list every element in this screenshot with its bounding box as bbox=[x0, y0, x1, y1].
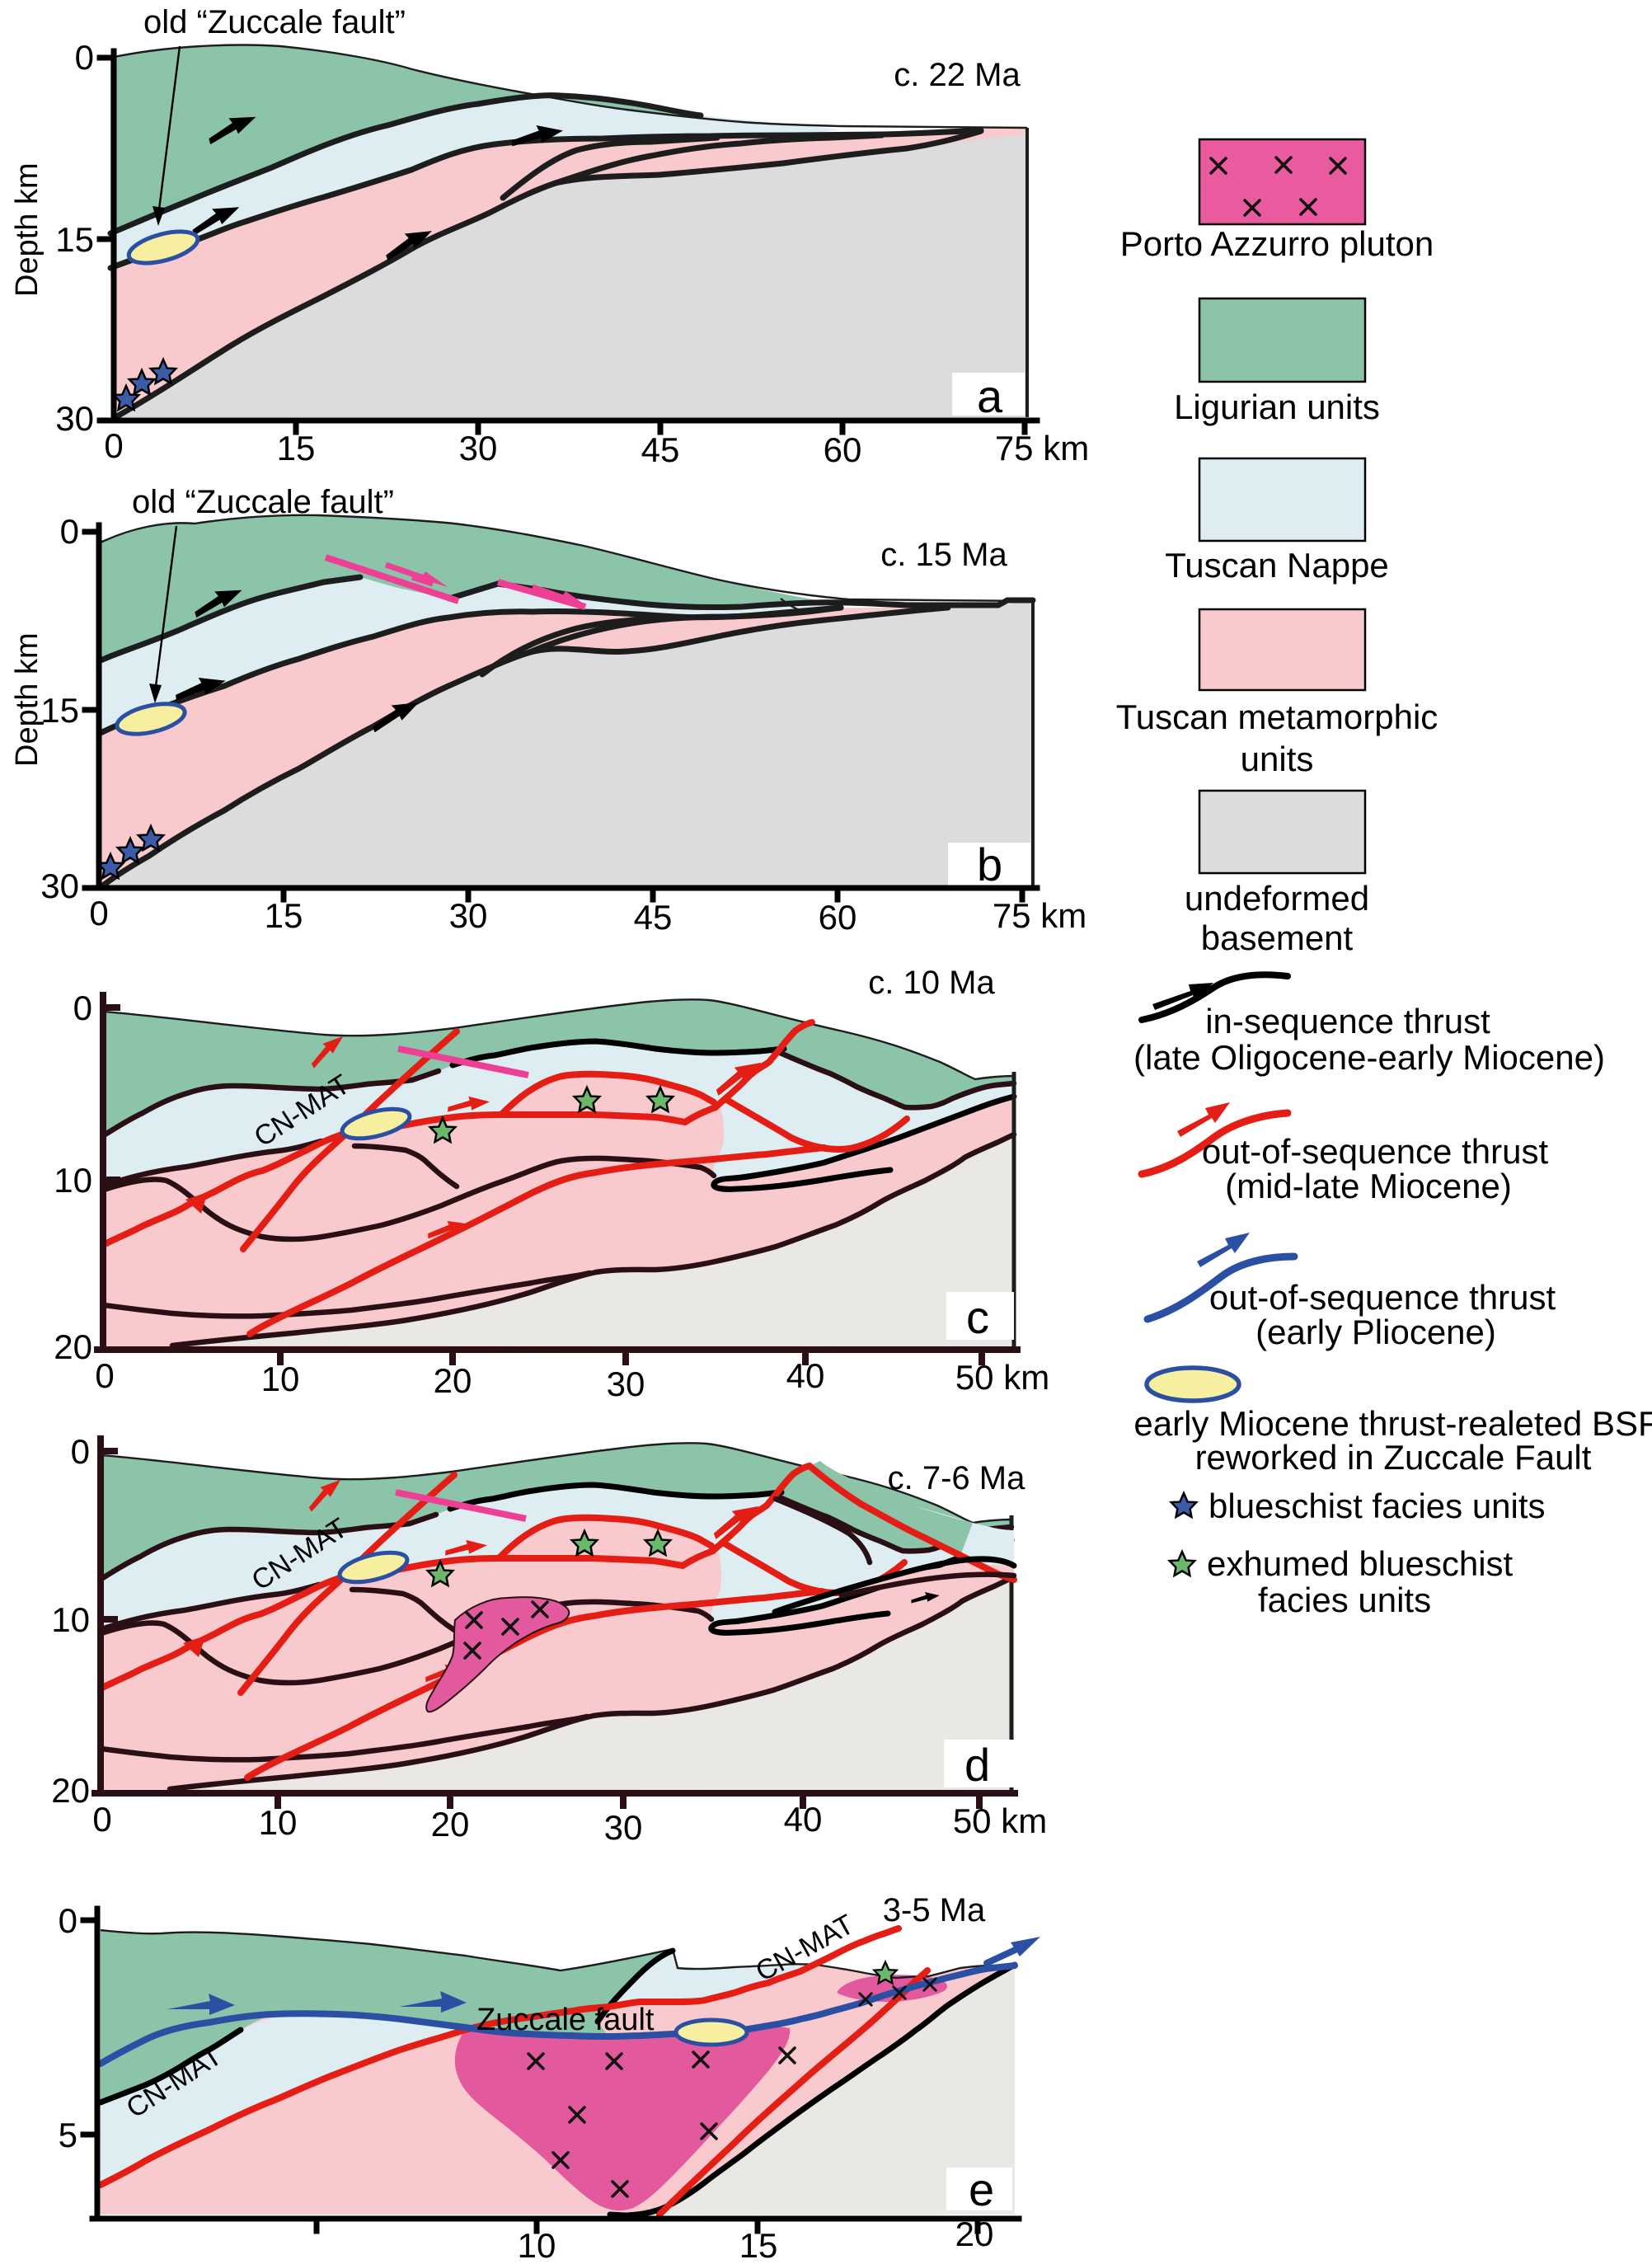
svg-text:60: 60 bbox=[819, 898, 857, 937]
svg-text:0: 0 bbox=[60, 512, 79, 551]
svg-text:60: 60 bbox=[824, 430, 862, 469]
svg-text:40: 40 bbox=[786, 1356, 825, 1395]
svg-text:undeformed: undeformed bbox=[1185, 879, 1369, 918]
svg-text:45: 45 bbox=[634, 898, 673, 937]
svg-text:0: 0 bbox=[75, 38, 94, 77]
svg-text:Tuscan Nappe: Tuscan Nappe bbox=[1165, 546, 1389, 585]
svg-text:15: 15 bbox=[55, 220, 94, 259]
svg-text:10: 10 bbox=[54, 1161, 92, 1200]
svg-text:20: 20 bbox=[434, 1361, 472, 1400]
svg-text:30: 30 bbox=[55, 399, 94, 438]
svg-text:b: b bbox=[977, 838, 1002, 890]
svg-text:50 km: 50 km bbox=[953, 1801, 1047, 1840]
svg-text:reworked in Zuccale Fault: reworked in Zuccale Fault bbox=[1195, 1438, 1592, 1477]
svg-text:Depth km: Depth km bbox=[10, 162, 45, 297]
svg-text:20: 20 bbox=[51, 1771, 90, 1810]
svg-text:blueschist facies units: blueschist facies units bbox=[1208, 1487, 1546, 1525]
svg-text:15: 15 bbox=[265, 896, 303, 935]
svg-text:c. 15 Ma: c. 15 Ma bbox=[880, 537, 1007, 573]
svg-text:units: units bbox=[1241, 740, 1314, 778]
svg-text:Porto Azzurro pluton: Porto Azzurro pluton bbox=[1120, 224, 1434, 263]
svg-text:Zuccale fault: Zuccale fault bbox=[476, 2003, 655, 2037]
svg-text:c. 10 Ma: c. 10 Ma bbox=[868, 965, 995, 1001]
svg-text:basement: basement bbox=[1201, 918, 1354, 957]
svg-text:c. 7-6 Ma: c. 7-6 Ma bbox=[888, 1460, 1025, 1496]
svg-text:Tuscan metamorphic: Tuscan metamorphic bbox=[1116, 698, 1438, 736]
svg-text:(mid-late Miocene): (mid-late Miocene) bbox=[1225, 1167, 1512, 1205]
svg-text:c. 22 Ma: c. 22 Ma bbox=[894, 57, 1021, 93]
svg-text:0: 0 bbox=[73, 989, 92, 1027]
svg-text:20: 20 bbox=[54, 1327, 92, 1366]
svg-text:early Miocene thrust-realeted: early Miocene thrust-realeted BSF bbox=[1133, 1404, 1652, 1443]
svg-text:20: 20 bbox=[431, 1805, 470, 1844]
svg-text:Depth km: Depth km bbox=[10, 632, 45, 767]
svg-text:15: 15 bbox=[277, 429, 316, 467]
svg-text:3-5 Ma: 3-5 Ma bbox=[883, 1892, 986, 1928]
svg-text:10: 10 bbox=[259, 1803, 298, 1842]
svg-text:15: 15 bbox=[739, 2226, 778, 2264]
svg-text:45: 45 bbox=[641, 430, 680, 469]
svg-text:30: 30 bbox=[604, 1808, 643, 1847]
svg-text:15: 15 bbox=[40, 691, 79, 730]
svg-text:e: e bbox=[969, 2163, 994, 2215]
svg-text:50 km: 50 km bbox=[955, 1358, 1049, 1397]
svg-text:(early Pliocene): (early Pliocene) bbox=[1255, 1313, 1496, 1351]
svg-text:40: 40 bbox=[784, 1800, 823, 1839]
svg-text:a: a bbox=[977, 370, 1003, 422]
svg-text:d: d bbox=[964, 1739, 990, 1791]
svg-text:exhumed blueschist: exhumed blueschist bbox=[1207, 1544, 1514, 1583]
svg-text:old “Zuccale fault”: old “Zuccale fault” bbox=[132, 484, 394, 520]
svg-text:30: 30 bbox=[40, 867, 79, 905]
svg-text:0: 0 bbox=[104, 426, 123, 465]
svg-text:5: 5 bbox=[59, 2116, 77, 2154]
svg-text:75 km: 75 km bbox=[995, 429, 1089, 467]
svg-text:out-of-sequence thrust: out-of-sequence thrust bbox=[1202, 1132, 1549, 1171]
svg-text:30: 30 bbox=[449, 896, 488, 935]
svg-text:75 km: 75 km bbox=[993, 896, 1086, 935]
svg-text:0: 0 bbox=[89, 894, 108, 932]
svg-text:c: c bbox=[966, 1291, 989, 1343]
svg-text:out-of-sequence thrust: out-of-sequence thrust bbox=[1209, 1278, 1556, 1317]
svg-text:0: 0 bbox=[59, 1901, 77, 1940]
svg-text:10: 10 bbox=[261, 1360, 300, 1398]
svg-text:20: 20 bbox=[955, 2215, 994, 2253]
svg-text:Ligurian units: Ligurian units bbox=[1174, 388, 1380, 426]
svg-text:30: 30 bbox=[459, 429, 498, 467]
svg-text:10: 10 bbox=[51, 1600, 90, 1639]
svg-text:0: 0 bbox=[95, 1356, 114, 1395]
svg-text:in-sequence thrust: in-sequence thrust bbox=[1205, 1002, 1490, 1040]
svg-text:0: 0 bbox=[92, 1800, 111, 1839]
svg-text:0: 0 bbox=[71, 1432, 90, 1471]
svg-text:facies units: facies units bbox=[1258, 1581, 1431, 1619]
svg-text:10: 10 bbox=[518, 2226, 556, 2264]
svg-text:30: 30 bbox=[607, 1365, 645, 1403]
svg-text:(late Oligocene-early Miocene): (late Oligocene-early Miocene) bbox=[1133, 1038, 1605, 1077]
svg-text:old “Zuccale fault”: old “Zuccale fault” bbox=[143, 4, 406, 40]
